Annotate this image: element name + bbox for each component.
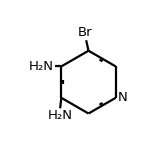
Text: Br: Br — [78, 26, 92, 39]
Text: N: N — [118, 91, 128, 104]
Text: H₂N: H₂N — [29, 60, 54, 73]
Text: H₂N: H₂N — [48, 109, 73, 122]
